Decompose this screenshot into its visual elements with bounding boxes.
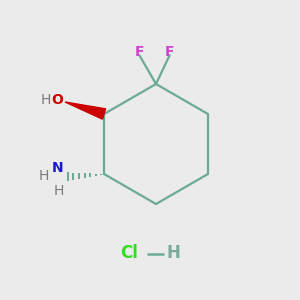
Text: H: H (53, 184, 64, 198)
Text: H: H (40, 94, 51, 107)
Text: N: N (52, 160, 64, 175)
Text: O: O (52, 94, 64, 107)
Text: H: H (39, 169, 49, 183)
Polygon shape (65, 102, 106, 119)
Text: H: H (167, 244, 180, 262)
Text: F: F (165, 45, 174, 59)
Text: Cl: Cl (120, 244, 138, 262)
Text: F: F (135, 45, 144, 59)
